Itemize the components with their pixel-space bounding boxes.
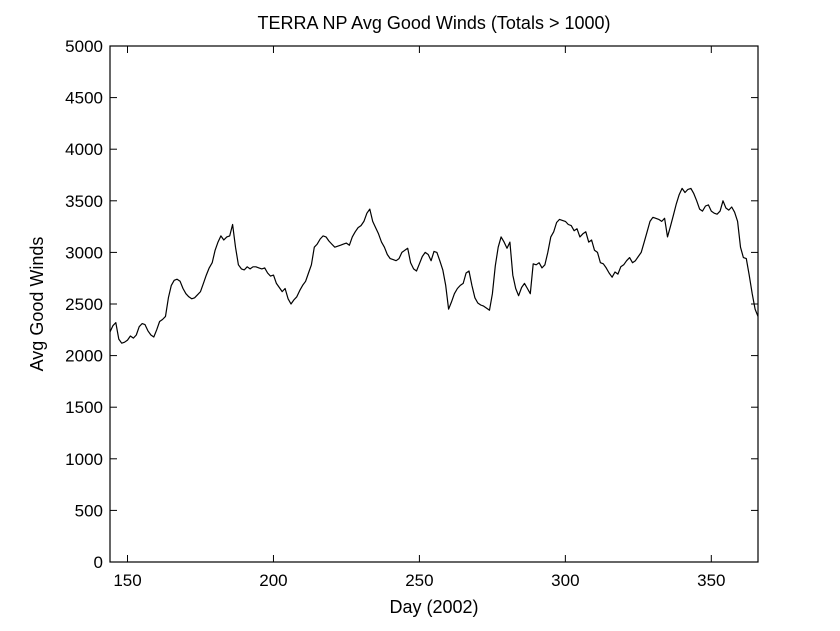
plot-frame: [109, 45, 759, 563]
chart-title: TERRA NP Avg Good Winds (Totals > 1000): [257, 13, 610, 33]
y-tick-label: 0: [94, 553, 103, 572]
y-axis: 0 500 1000 1500 2000 2500 3000 3500 4000 4500 5000: [65, 37, 758, 572]
x-tick-label: 300: [551, 571, 579, 590]
y-tick-label: 3000: [65, 243, 103, 262]
series-line: [109, 187, 759, 344]
y-axis-label: Avg Good Winds: [27, 237, 47, 372]
y-tick-label: 2000: [65, 347, 103, 366]
y-tick-label: 3500: [65, 192, 103, 211]
y-tick-label: 500: [75, 501, 103, 520]
y-tick-label: 2500: [65, 295, 103, 314]
x-axis: 150 200 250 300 350: [113, 46, 725, 590]
x-tick-label: 350: [697, 571, 725, 590]
y-tick-label: 1500: [65, 398, 103, 417]
x-tick-label: 250: [405, 571, 433, 590]
y-tick-label: 1000: [65, 450, 103, 469]
y-tick-label: 5000: [65, 37, 103, 56]
y-tick-label: 4500: [65, 89, 103, 108]
x-axis-label: Day (2002): [389, 597, 478, 617]
x-tick-label: 200: [259, 571, 287, 590]
x-tick-label: 150: [113, 571, 141, 590]
y-tick-label: 4000: [65, 140, 103, 159]
